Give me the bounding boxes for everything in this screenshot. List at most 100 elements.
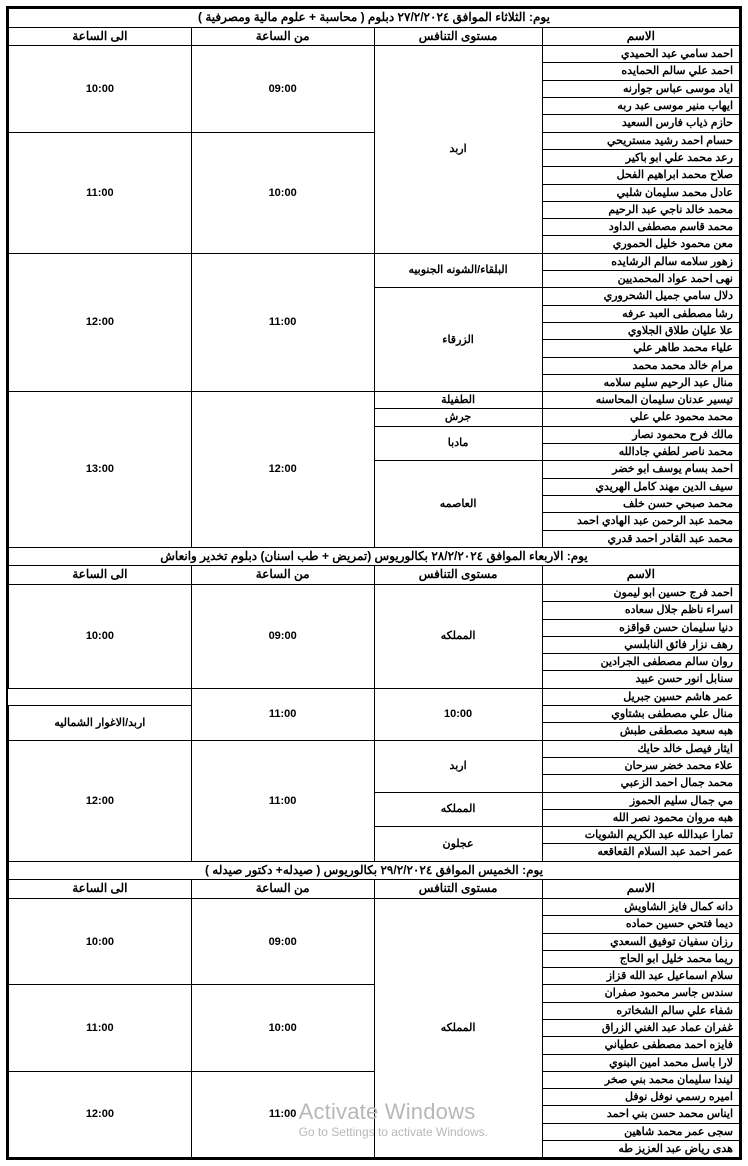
name-cell: احمد سامي عبد الحميدي — [542, 46, 739, 63]
name-cell: رزان سفيان توفيق السعدي — [542, 933, 739, 950]
from-time-cell: 09:00 — [191, 46, 374, 132]
name-cell: محمد خالد ناجي عبد الرحيم — [542, 201, 739, 218]
from-time-cell: 12:00 — [191, 392, 374, 548]
table-row: تيسير عدنان سليمان المحاسنهالطفيلة12:001… — [9, 392, 740, 409]
col-header-to: الى الساعة — [9, 880, 192, 899]
name-cell: سلام اسماعيل عبد الله قزاز — [542, 968, 739, 985]
name-cell: اسراء ناظم جلال سعاده — [542, 602, 739, 619]
col-header-from: من الساعة — [191, 27, 374, 46]
table-row: حسام احمد رشيد مستريحي10:0011:00 — [9, 132, 740, 149]
name-cell: ليندا سليمان محمد بني صخر — [542, 1071, 739, 1088]
name-cell: دانه كمال فايز الشاويش — [542, 898, 739, 915]
col-header-from: من الساعة — [191, 566, 374, 585]
name-cell: تمارا عبدالله عبد الكريم الشويات — [542, 827, 739, 844]
table-row: ايثار فيصل خالد حايكاربد11:0012:00 — [9, 740, 740, 757]
level-cell: المملكه — [374, 584, 542, 688]
day-header: يوم: الخميس الموافق ٢٩/٢/٢٠٢٤ بكالوريوس … — [9, 861, 740, 880]
name-cell: علياء محمد طاهر علي — [542, 340, 739, 357]
table-row: سندس جاسر محمود صفران10:0011:00 — [9, 985, 740, 1002]
name-cell: محمد محمود علي علي — [542, 409, 739, 426]
name-cell: هدى رياض عبد العزيز طه — [542, 1141, 739, 1158]
col-header-name: الاسم — [542, 27, 739, 46]
name-cell: حازم ذياب فارس السعيد — [542, 115, 739, 132]
from-time-cell: 09:00 — [191, 584, 374, 688]
col-header-name: الاسم — [542, 880, 739, 899]
name-cell: سيف الدين مهند كامل الهريدي — [542, 478, 739, 495]
name-cell: روان سالم مصطفى الجرادين — [542, 654, 739, 671]
name-cell: عمر هاشم حسين جبريل — [542, 688, 739, 705]
level-cell: اربد/الاغوار الشماليه — [9, 706, 192, 741]
from-time-cell: 10:00 — [374, 688, 542, 740]
name-cell: احمد علي سالم الحمايده — [542, 63, 739, 80]
level-cell: جرش — [374, 409, 542, 426]
name-cell: سنابل انور حسن عبيد — [542, 671, 739, 688]
name-cell: لارا باسل محمد امين البنوي — [542, 1054, 739, 1071]
from-time-cell: 11:00 — [191, 253, 374, 391]
to-time-cell: 12:00 — [9, 253, 192, 391]
col-header-name: الاسم — [542, 566, 739, 585]
table-row: عمر هاشم حسين جبريل10:0011:00 — [9, 688, 740, 705]
table-row: زهور سلامه سالم الرشايدهالبلقاء/الشونه ا… — [9, 253, 740, 270]
col-header-level: مستوى التنافس — [374, 880, 542, 899]
name-cell: سندس جاسر محمود صفران — [542, 985, 739, 1002]
to-time-cell: 13:00 — [9, 392, 192, 548]
level-cell: مادبا — [374, 426, 542, 461]
from-time-cell: 11:00 — [191, 740, 374, 861]
col-header-level: مستوى التنافس — [374, 566, 542, 585]
name-cell: زهور سلامه سالم الرشايده — [542, 253, 739, 270]
to-time-cell: 10:00 — [9, 898, 192, 984]
to-time-cell: 11:00 — [9, 132, 192, 253]
from-time-cell: 09:00 — [191, 898, 374, 984]
name-cell: احمد فرج حسين ابو ليمون — [542, 584, 739, 601]
from-time-cell: 10:00 — [191, 985, 374, 1071]
name-cell: دلال سامي جميل الشحروري — [542, 288, 739, 305]
to-time-cell: 11:00 — [9, 985, 192, 1071]
name-cell: احمد بسام يوسف ابو خضر — [542, 461, 739, 478]
level-cell: اربد — [374, 46, 542, 254]
name-cell: رهف نزار فائق النابلسي — [542, 636, 739, 653]
name-cell: رشا مصطفى العبد عرفه — [542, 305, 739, 322]
level-cell: المملكه — [374, 898, 542, 1157]
table-row: احمد سامي عبد الحميدياربد09:0010:00 — [9, 46, 740, 63]
table-row: ليندا سليمان محمد بني صخر11:0012:00 — [9, 1071, 740, 1088]
level-cell: اربد — [374, 740, 542, 792]
name-cell: محمد عبد القادر احمد قدري — [542, 530, 739, 547]
name-cell: محمد صبحي حسن خلف — [542, 495, 739, 512]
name-cell: ايناس محمد حسن بني احمد — [542, 1106, 739, 1123]
schedule-container: يوم: الثلاثاء الموافق ٢٧/٢/٢٠٢٤ دبلوم ( … — [6, 6, 742, 1160]
name-cell: حسام احمد رشيد مستريحي — [542, 132, 739, 149]
name-cell: تيسير عدنان سليمان المحاسنه — [542, 392, 739, 409]
to-time-cell: 12:00 — [9, 1071, 192, 1157]
from-time-cell: 11:00 — [191, 1071, 374, 1157]
col-header-to: الى الساعة — [9, 27, 192, 46]
level-cell: عجلون — [374, 827, 542, 862]
name-cell: مالك فرح محمود نصار — [542, 426, 739, 443]
level-cell: الزرقاء — [374, 288, 542, 392]
name-cell: فايزه احمد مصطفى عطياني — [542, 1037, 739, 1054]
name-cell: محمد جمال احمد الزعبي — [542, 775, 739, 792]
name-cell: محمد قاسم مصطفى الداود — [542, 219, 739, 236]
level-cell: العاصمه — [374, 461, 542, 547]
name-cell: عمر احمد عبد السلام القعاقعه — [542, 844, 739, 861]
to-time-cell: 11:00 — [191, 688, 374, 740]
name-cell: علاء محمد خضر سرحان — [542, 757, 739, 774]
from-time-cell: 10:00 — [191, 132, 374, 253]
name-cell: محمد ناصر لطفي جادالله — [542, 444, 739, 461]
table-row: دانه كمال فايز الشاويشالمملكه09:0010:00 — [9, 898, 740, 915]
day-header: يوم: الثلاثاء الموافق ٢٧/٢/٢٠٢٤ دبلوم ( … — [9, 9, 740, 28]
name-cell: ايثار فيصل خالد حايك — [542, 740, 739, 757]
name-cell: ريما محمد خليل ابو الحاج — [542, 950, 739, 967]
name-cell: سجى عمر محمد شاهين — [542, 1123, 739, 1140]
name-cell: اياد موسى عباس جوارنه — [542, 80, 739, 97]
level-cell: الطفيلة — [374, 392, 542, 409]
name-cell: شفاء علي سالم الشخاتره — [542, 1002, 739, 1019]
name-cell: صلاح محمد ابراهيم الفحل — [542, 167, 739, 184]
name-cell: علا عليان طلاق الجلاوي — [542, 322, 739, 339]
name-cell: نهى احمد عواد المحمديين — [542, 271, 739, 288]
level-cell: المملكه — [374, 792, 542, 827]
name-cell: ديما فتحي حسين حماده — [542, 916, 739, 933]
name-cell: هبه سعيد مصطفى طبش — [542, 723, 739, 740]
to-time-cell: 12:00 — [9, 740, 192, 861]
col-header-to: الى الساعة — [9, 566, 192, 585]
col-header-from: من الساعة — [191, 880, 374, 899]
